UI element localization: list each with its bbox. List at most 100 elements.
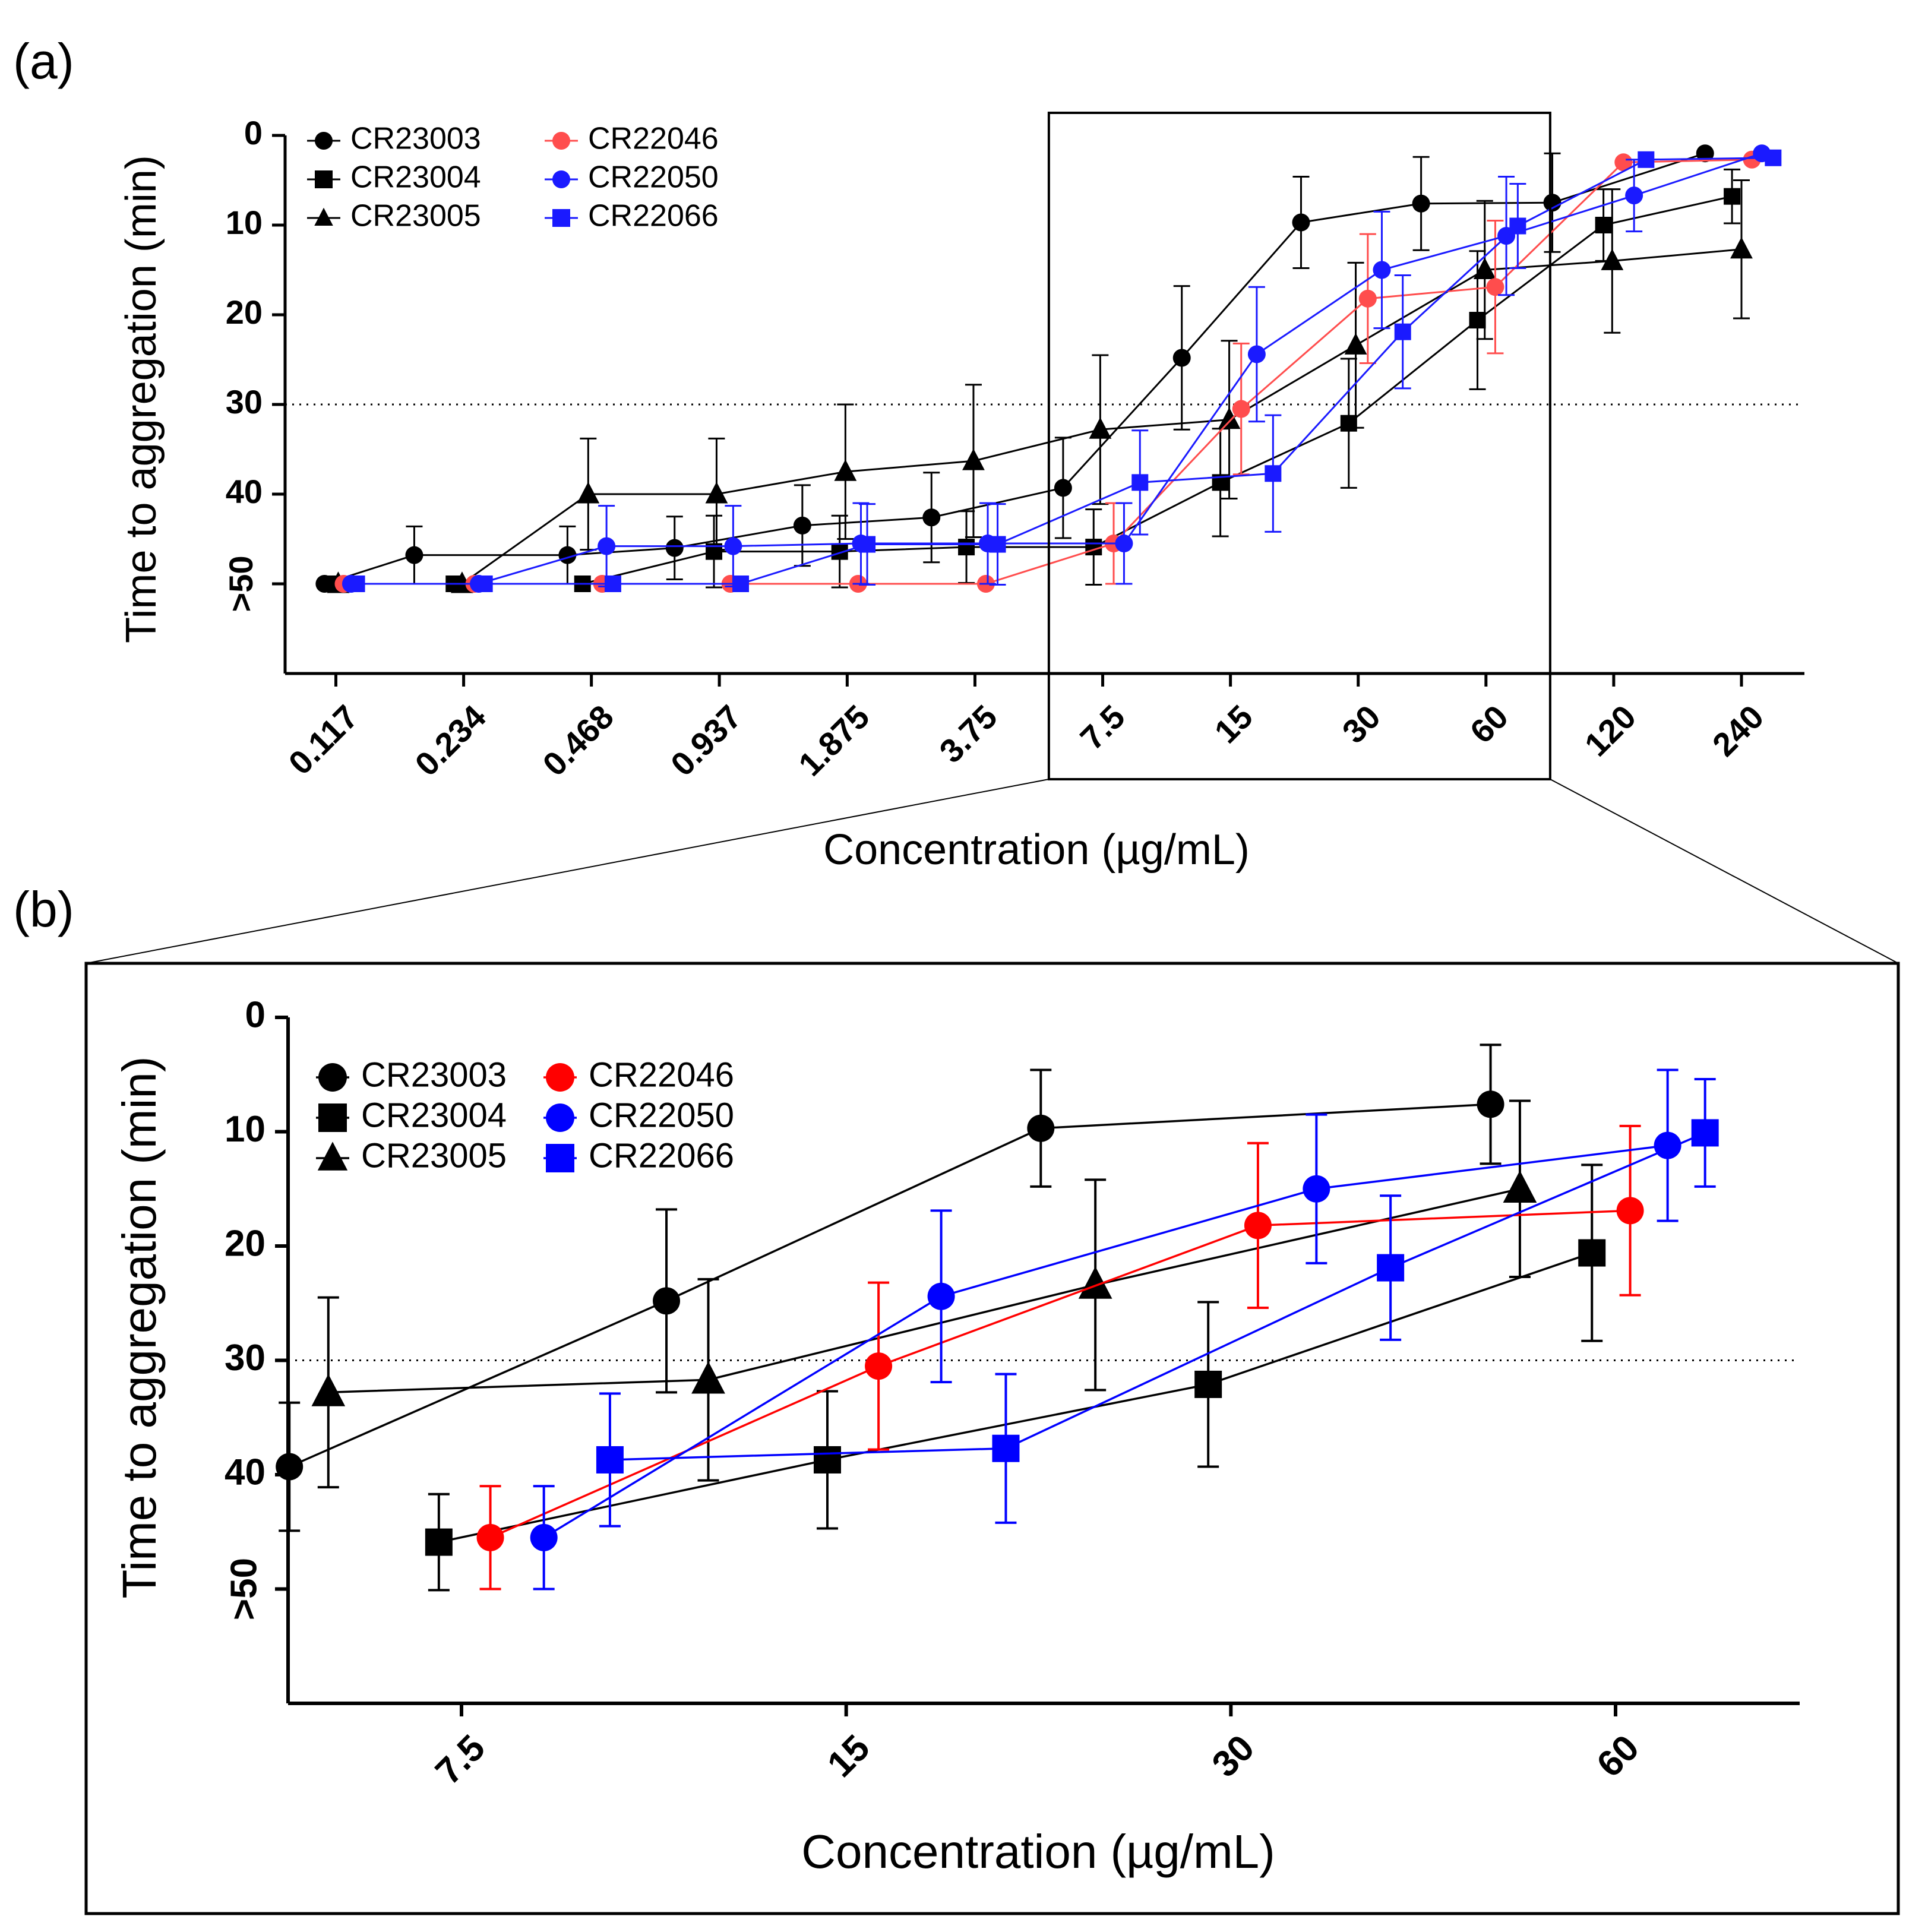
legend-label: CR23004	[361, 1096, 507, 1134]
x-tick-label: 0.937	[663, 698, 749, 783]
series-cr22066	[596, 1079, 1719, 1526]
series-cr23003	[315, 144, 1714, 593]
legend-marker	[314, 208, 333, 226]
x-tick-label: 30	[1335, 698, 1387, 751]
data-point	[1341, 415, 1357, 432]
data-point	[1617, 1197, 1644, 1224]
y-tick-label: 20	[225, 1223, 265, 1264]
x-axis-label: Concentration (µg/mL)	[801, 1825, 1275, 1878]
x-tick-label: 1.875	[791, 698, 877, 783]
x-axis-label: Concentration (µg/mL)	[823, 826, 1250, 874]
legend-label: CR22050	[589, 1096, 734, 1134]
data-point	[1054, 479, 1072, 497]
data-point	[577, 482, 599, 503]
series-line	[491, 1210, 1630, 1538]
y-tick-label: 10	[226, 204, 263, 241]
legend-marker	[552, 170, 570, 188]
x-tick-label: 7.5	[428, 1727, 493, 1792]
data-point	[1173, 349, 1191, 366]
data-point	[1578, 1239, 1605, 1267]
data-point	[859, 536, 875, 553]
data-point	[865, 1352, 892, 1380]
data-point	[958, 539, 975, 555]
y-tick-label: 20	[226, 293, 263, 331]
data-point	[1477, 1090, 1504, 1118]
data-point	[794, 517, 811, 535]
data-point	[476, 576, 493, 592]
data-point	[1248, 345, 1266, 363]
legend-marker	[318, 1063, 347, 1092]
legend-label: CR23003	[361, 1055, 507, 1094]
series-line	[338, 249, 1741, 584]
x-tick-label: 30	[1205, 1727, 1263, 1785]
data-point	[596, 1446, 624, 1473]
legend-marker	[546, 1063, 574, 1092]
data-point	[311, 1374, 345, 1406]
legend-label: CR22050	[588, 160, 719, 195]
legend: CR23003CR23004CR23005CR22046CR22050CR220…	[316, 1055, 734, 1175]
data-point	[1265, 465, 1281, 482]
series-line	[439, 1253, 1592, 1542]
data-point	[1595, 217, 1612, 233]
data-point	[1638, 151, 1654, 168]
series-line	[324, 153, 1705, 584]
series-cr23004	[321, 169, 1740, 592]
legend-marker	[315, 170, 333, 188]
data-point	[1469, 312, 1486, 328]
data-point	[1765, 150, 1781, 166]
legend-marker	[552, 209, 570, 227]
data-point	[928, 1283, 955, 1310]
y-tick-label: >50	[222, 556, 260, 612]
x-tick-label: 7.5	[1073, 698, 1132, 757]
y-tick-label: 30	[225, 1337, 265, 1378]
data-point	[1486, 278, 1504, 296]
data-point	[425, 1529, 453, 1556]
data-point	[605, 576, 621, 592]
data-point	[477, 1524, 504, 1551]
data-point	[1412, 195, 1430, 213]
x-tick-label: 15	[820, 1727, 878, 1785]
x-tick-label: 60	[1463, 698, 1516, 751]
data-point	[530, 1524, 558, 1551]
data-point	[1115, 535, 1133, 552]
data-point	[598, 537, 615, 555]
data-point	[276, 1453, 303, 1481]
y-tick-label: >50	[223, 1558, 264, 1620]
legend-marker	[318, 1142, 347, 1170]
figure: (a) (b) 010203040>500.117 0.234 0.468 0.937…	[0, 0, 1925, 1932]
x-tick-label: 0.117	[281, 698, 365, 782]
series-line	[610, 1133, 1705, 1460]
data-point	[1625, 186, 1643, 204]
legend-label: CR23003	[350, 122, 481, 156]
data-point	[405, 546, 423, 564]
data-point	[732, 576, 749, 592]
x-tick-label: 120	[1578, 698, 1643, 764]
data-point	[1244, 1212, 1272, 1239]
data-point	[1303, 1175, 1330, 1203]
y-tick-label: 10	[225, 1109, 265, 1150]
y-tick-label: 0	[244, 114, 263, 151]
chart-a: 010203040>500.117 0.234 0.468 0.937 1.875 3.7…	[118, 113, 1804, 874]
series-cr22046	[477, 1126, 1644, 1589]
y-axis-label: Time to aggregation (min)	[113, 1057, 166, 1599]
data-point	[1692, 1119, 1719, 1146]
data-point	[1359, 290, 1377, 308]
legend-label: CR22066	[589, 1136, 734, 1175]
legend-label: CR23005	[361, 1136, 507, 1175]
data-point	[922, 508, 940, 526]
series-line	[544, 1146, 1668, 1538]
legend-marker	[318, 1103, 347, 1132]
data-point	[1194, 1371, 1222, 1398]
data-point	[1724, 188, 1740, 205]
data-point	[1089, 418, 1111, 439]
data-point	[992, 1435, 1019, 1462]
legend-marker	[546, 1103, 574, 1132]
y-axis-label: Time to aggregation (min)	[118, 155, 165, 643]
data-point	[814, 1446, 841, 1473]
legend-marker	[315, 132, 333, 150]
legend-label: CR22046	[588, 122, 719, 156]
data-point	[349, 576, 365, 592]
data-point	[1345, 333, 1367, 355]
y-tick-label: 0	[245, 994, 265, 1035]
data-point	[1377, 1254, 1404, 1282]
